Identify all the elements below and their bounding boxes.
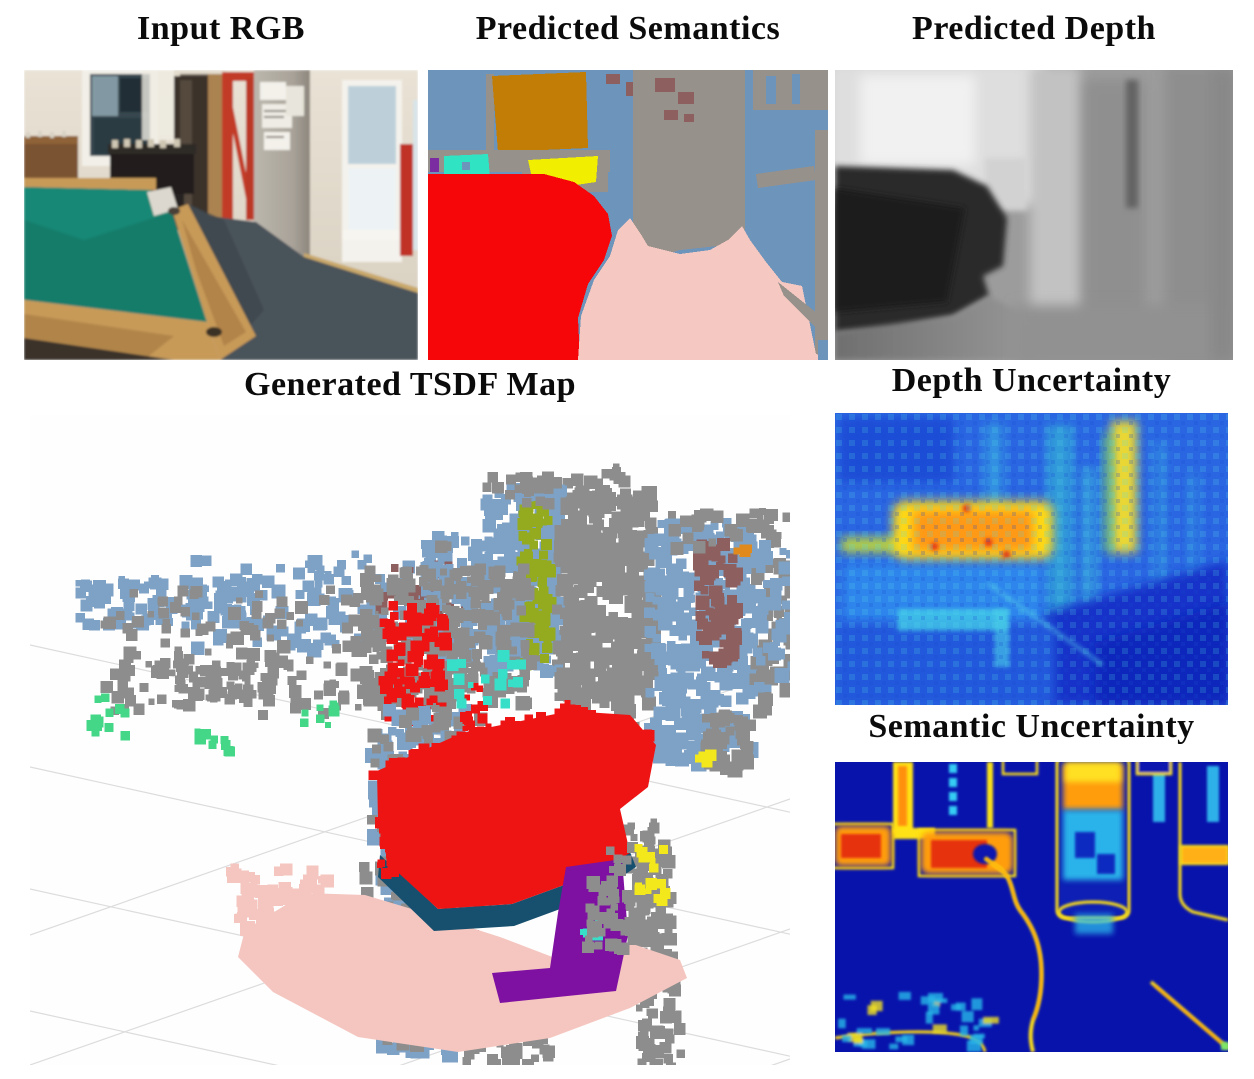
semantic-uncertainty-image (835, 762, 1228, 1052)
predicted-depth-image (835, 70, 1233, 360)
tsdf-map-image (30, 415, 790, 1065)
sem-pool-table (428, 174, 612, 360)
title-predicted-semantics: Predicted Semantics (475, 10, 781, 47)
sem-right-edge (815, 130, 828, 355)
sem-purple-object (430, 158, 439, 172)
depth-uncertainty-image (835, 413, 1228, 705)
sem-handrail (756, 166, 816, 188)
predicted-semantics-image (428, 70, 828, 360)
title-input-rgb: Input RGB (137, 10, 305, 47)
red-door-frame (222, 72, 256, 222)
sem-column (633, 70, 745, 256)
open-door (208, 74, 224, 220)
title-depth-uncertainty: Depth Uncertainty (891, 362, 1172, 399)
title-semantic-uncertainty: Semantic Uncertainty (868, 708, 1195, 745)
tsdf-detail-voxels (368, 700, 677, 955)
sem-right-top-gray (753, 70, 828, 110)
tsdf-pool-table (377, 711, 656, 909)
red-curtain (400, 144, 413, 256)
sem-wall-base-edge (778, 282, 828, 340)
title-tsdf-map: Generated TSDF Map (244, 366, 576, 403)
right-window-glass-upper (348, 86, 396, 164)
sem-unc-speckles (838, 991, 999, 1052)
tsdf-table-side (378, 852, 636, 931)
pool-table (24, 178, 256, 360)
depth-unc-texture (835, 413, 1228, 705)
tsdf-table-leg (492, 859, 628, 1003)
depth-pole (1126, 80, 1138, 208)
input-rgb-image (24, 70, 418, 360)
sem-window (492, 72, 588, 152)
carpet (188, 204, 418, 360)
sem-unc-right-band (1180, 845, 1228, 865)
right-window-glass-lower (348, 168, 396, 230)
tsdf-floor-patch (238, 893, 687, 1052)
sem-floor (578, 218, 828, 360)
title-predicted-depth: Predicted Depth (912, 10, 1156, 47)
depth-floor (835, 296, 1040, 360)
